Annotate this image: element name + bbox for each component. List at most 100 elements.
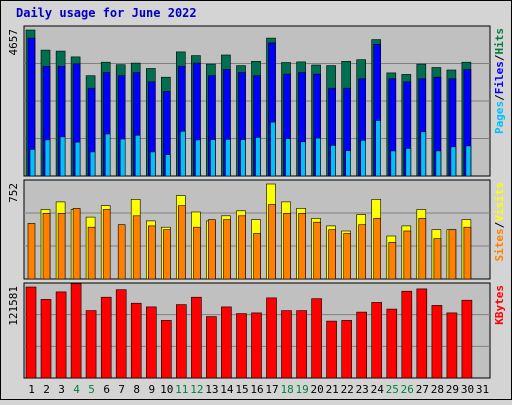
x-tick-label-day-27: 27: [416, 383, 429, 396]
bar-pages-day-14: [225, 139, 231, 177]
bar-kbytes-day-3: [55, 291, 67, 379]
bar-sites-day-18: [283, 213, 291, 280]
x-tick-label-day-25: 25: [386, 383, 399, 396]
bar-kbytes-day-17: [266, 297, 277, 379]
bar-kbytes-day-4: [70, 283, 82, 379]
bar-kbytes-day-7: [115, 289, 127, 379]
bar-pages-day-12: [195, 139, 201, 177]
bar-pages-day-20: [315, 137, 321, 177]
bar-pages-day-1: [29, 149, 36, 177]
bar-sites-day-28: [433, 238, 442, 280]
x-tick-label-day-15: 15: [235, 383, 248, 396]
bar-pages-day-27: [420, 131, 427, 177]
bar-sites-day-19: [298, 213, 306, 280]
legend-hits: Hits: [493, 28, 506, 55]
legend-files: Files: [493, 61, 506, 94]
bar-kbytes-day-25: [386, 308, 398, 379]
bar-sites-day-16: [253, 233, 261, 280]
bar-kbytes-day-16: [251, 312, 262, 379]
x-tick-label-day-10: 10: [160, 383, 173, 396]
bar-kbytes-day-27: [416, 288, 428, 379]
bar-pages-day-6: [104, 133, 111, 177]
bar-pages-day-30: [465, 145, 472, 177]
bar-pages-day-22: [345, 150, 352, 177]
bar-sites-day-15: [238, 215, 246, 280]
bar-pages-day-29: [450, 146, 457, 177]
bar-kbytes-day-28: [431, 305, 443, 379]
bar-sites-day-27: [418, 218, 427, 280]
bar-kbytes-day-19: [296, 310, 307, 379]
x-tick-label-day-30: 30: [461, 383, 474, 396]
x-tick-label-day-26: 26: [401, 383, 414, 396]
bar-sites-day-10: [163, 229, 171, 280]
panel-legend: KBytes: [493, 285, 506, 325]
legend-kbytes: KBytes: [493, 285, 506, 325]
bar-pages-day-5: [89, 151, 96, 177]
bar-pages-day-17: [270, 121, 276, 177]
bar-pages-day-7: [119, 138, 126, 177]
bar-sites-day-13: [208, 219, 216, 280]
bar-kbytes-day-13: [206, 316, 217, 379]
bar-pages-day-26: [405, 148, 412, 177]
bar-sites-day-25: [388, 242, 397, 280]
bar-sites-day-17: [268, 204, 276, 280]
bar-kbytes-day-12: [191, 296, 202, 379]
bar-sites-day-6: [102, 209, 111, 280]
x-tick-label-day-21: 21: [326, 383, 339, 396]
bar-sites-day-30: [463, 226, 472, 280]
bar-kbytes-day-1: [25, 286, 37, 379]
x-tick-label-day-29: 29: [446, 383, 459, 396]
bar-pages-day-2: [44, 139, 51, 177]
bar-kbytes-day-6: [100, 296, 112, 379]
bar-kbytes-day-20: [311, 298, 322, 379]
x-tick-label-day-20: 20: [310, 383, 323, 396]
chart-title: Daily usage for June 2022: [16, 6, 197, 20]
bar-sites-day-5: [87, 226, 96, 280]
bar-kbytes-day-15: [236, 313, 247, 379]
x-tick-label-day-23: 23: [356, 383, 369, 396]
legend-separator: /: [493, 94, 506, 101]
bar-pages-day-25: [390, 150, 397, 177]
bar-kbytes-day-29: [446, 312, 458, 379]
bar-kbytes-day-23: [356, 311, 368, 379]
bar-sites-day-1: [27, 223, 36, 280]
bar-sites-day-20: [313, 221, 321, 280]
x-tick-label-day-13: 13: [205, 383, 218, 396]
x-tick-label-day-6: 6: [103, 383, 110, 396]
panel-max-label: 752: [7, 183, 20, 203]
x-tick-label-day-1: 1: [28, 383, 35, 396]
bar-pages-day-15: [240, 139, 246, 177]
bar-sites-day-22: [343, 233, 352, 280]
bar-kbytes-day-11: [176, 304, 187, 379]
legend-separator: /: [493, 54, 506, 61]
bar-sites-day-26: [403, 230, 412, 280]
bar-pages-day-28: [435, 150, 442, 177]
bar-sites-day-2: [42, 213, 51, 280]
x-tick-label-day-12: 12: [190, 383, 203, 396]
x-tick-label-day-17: 17: [265, 383, 278, 396]
bar-sites-day-7: [117, 224, 126, 280]
bar-pages-day-13: [210, 139, 216, 177]
legend-pages: Pages: [493, 101, 506, 134]
bar-pages-day-23: [360, 140, 367, 177]
x-tick-label-day-2: 2: [43, 383, 50, 396]
panel-visits: 752 Sites/Visits: [7, 179, 506, 280]
x-tick-label-day-18: 18: [280, 383, 293, 396]
x-tick-label-day-28: 28: [431, 383, 444, 396]
bar-pages-day-24: [375, 120, 382, 177]
legend-separator: /: [493, 221, 506, 228]
bar-kbytes-day-14: [221, 306, 232, 379]
x-tick-label-day-19: 19: [295, 383, 308, 396]
x-tick-label-day-4: 4: [73, 383, 80, 396]
bar-kbytes-day-8: [130, 302, 142, 379]
x-tick-label-day-9: 9: [148, 383, 155, 396]
bar-kbytes-day-2: [40, 299, 52, 379]
bar-kbytes-day-22: [341, 320, 353, 379]
x-tick-label-day-7: 7: [118, 383, 125, 396]
bar-sites-day-11: [178, 205, 186, 280]
bar-sites-day-24: [373, 218, 382, 280]
bar-sites-day-29: [448, 229, 457, 280]
